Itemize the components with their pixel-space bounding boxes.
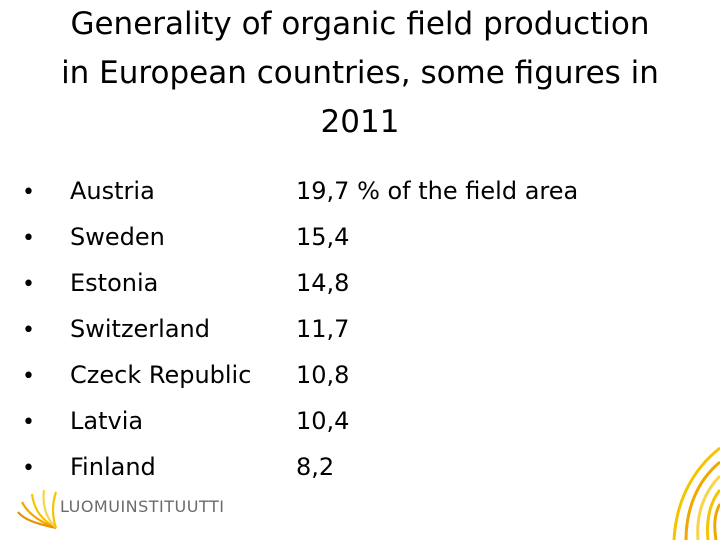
list-item: • Switzerland 11,7 — [22, 306, 578, 352]
country-list: • Austria 19,7 % of the field area • Swe… — [22, 168, 578, 490]
list-item: • Estonia 14,8 — [22, 260, 578, 306]
bullet: • — [22, 226, 35, 251]
country-value: 10,4 — [296, 407, 350, 435]
slide-title: Generality of organic field production i… — [20, 0, 700, 147]
list-item: • Finland 8,2 — [22, 444, 578, 490]
country-name: Czeck Republic — [70, 361, 252, 389]
bullet: • — [22, 456, 35, 481]
country-value: 8,2 — [296, 453, 335, 481]
list-item: • Sweden 15,4 — [22, 214, 578, 260]
title-line-1: Generality of organic field production — [70, 6, 650, 42]
title-line-3: 2011 — [320, 104, 400, 140]
country-value: 11,7 — [296, 315, 350, 343]
bullet: • — [22, 318, 35, 343]
country-value: 15,4 — [296, 223, 350, 251]
country-name: Latvia — [70, 407, 144, 435]
country-value: 10,8 — [296, 361, 350, 389]
country-name: Finland — [70, 453, 156, 481]
bullet: • — [22, 364, 35, 389]
leaf-rays-icon — [17, 489, 58, 530]
country-value: 14,8 — [296, 269, 350, 297]
organization-logo: LUOMUINSTITUUTTI — [16, 476, 224, 532]
country-value: 19,7 % of the field area — [296, 177, 579, 205]
title-line-2: in European countries, some figures in — [61, 55, 659, 91]
corner-decoration — [672, 446, 720, 540]
bullet: • — [22, 410, 35, 435]
list-item: • Czeck Republic 10,8 — [22, 352, 578, 398]
country-name: Austria — [70, 177, 155, 205]
bullet: • — [22, 272, 35, 297]
logo-text: LUOMUINSTITUUTTI — [60, 496, 225, 516]
country-name: Estonia — [70, 269, 159, 297]
country-name: Sweden — [70, 223, 165, 251]
country-name: Switzerland — [70, 315, 210, 343]
bullet: • — [22, 180, 35, 205]
list-item: • Latvia 10,4 — [22, 398, 578, 444]
list-item: • Austria 19,7 % of the field area — [22, 168, 578, 214]
